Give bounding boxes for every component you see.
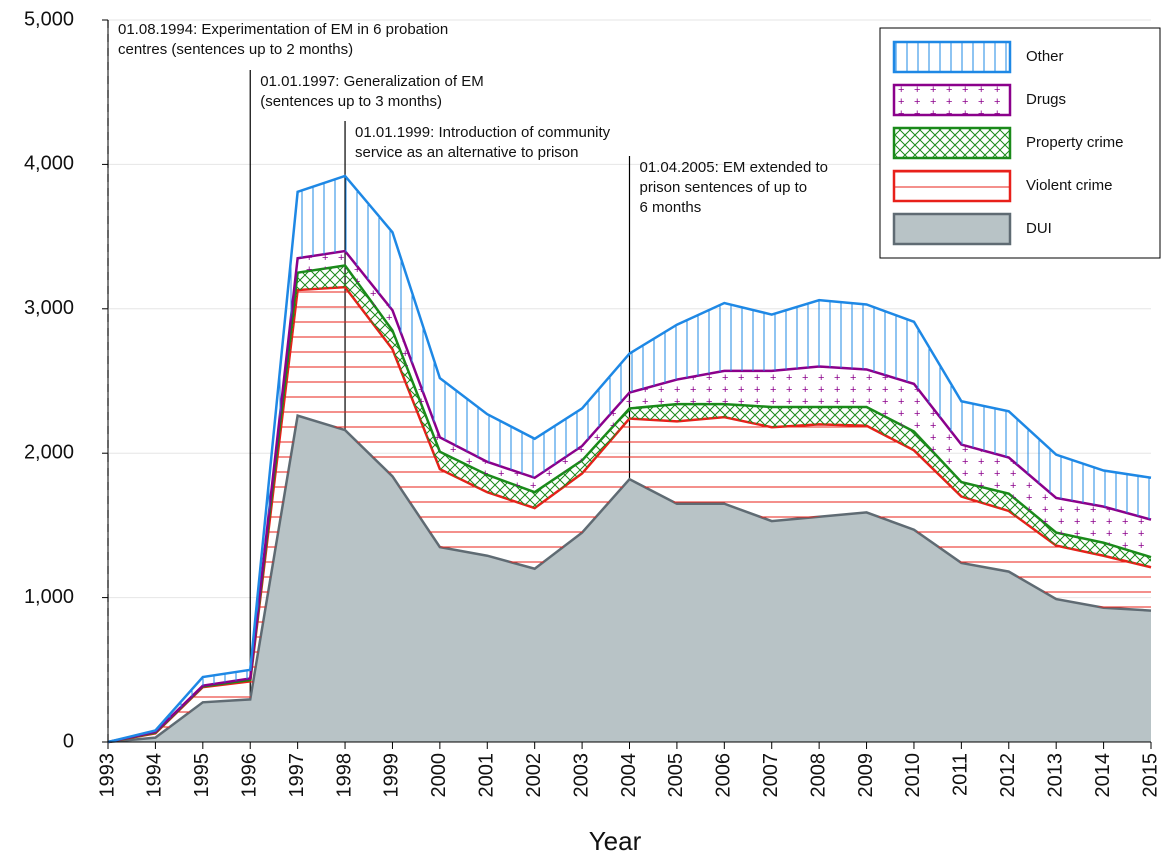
- legend-label: Drugs: [1026, 91, 1066, 108]
- x-tick-label: 2014: [1092, 753, 1114, 798]
- x-tick-label: 2012: [997, 753, 1019, 798]
- annotation-text: 6 months: [640, 199, 702, 216]
- x-tick-label: 2005: [665, 753, 687, 798]
- x-tick-label: 2002: [523, 753, 545, 798]
- x-tick-label: 2006: [713, 753, 735, 798]
- annotation-text: (sentences up to 3 months): [260, 93, 442, 110]
- legend-swatch: [892, 126, 1012, 160]
- y-tick-label: 5,000: [24, 8, 74, 30]
- x-tick-label: 2003: [570, 753, 592, 798]
- legend-label: Property crime: [1026, 134, 1124, 151]
- y-tick-label: 2,000: [24, 441, 74, 463]
- annotation-text: 01.01.1997: Generalization of EM: [260, 73, 483, 90]
- x-tick-label: 2001: [476, 753, 498, 798]
- annotation-text: prison sentences of up to: [640, 179, 808, 196]
- y-tick-label: 3,000: [24, 297, 74, 319]
- x-tick-label: 2008: [807, 753, 829, 798]
- y-tick-label: 1,000: [24, 586, 74, 608]
- x-tick-label: 2013: [1044, 753, 1066, 798]
- area: [108, 415, 1151, 742]
- y-tick-label: 4,000: [24, 153, 74, 175]
- annotation-text: 01.04.2005: EM extended to: [640, 159, 828, 176]
- area: [108, 175, 1151, 742]
- x-tick-label: 2010: [902, 753, 924, 798]
- x-tick-label: 1998: [333, 753, 355, 798]
- legend-swatch: [892, 83, 1012, 117]
- y-tick-label: 0: [63, 730, 74, 752]
- annotation-text: centres (sentences up to 2 months): [118, 41, 353, 58]
- x-tick-label: 2015: [1139, 753, 1161, 798]
- area-edge: [107, 174, 1152, 744]
- x-tick-label: 1996: [239, 753, 261, 798]
- x-tick-label: 1993: [96, 753, 118, 798]
- legend-swatch: [892, 212, 1012, 246]
- x-tick-label: 1999: [381, 753, 403, 798]
- annotation-text: service as an alternative to prison: [355, 144, 578, 161]
- x-tick-label: 1994: [144, 753, 166, 798]
- legend-label: DUI: [1026, 220, 1052, 237]
- x-tick-label: 2007: [760, 753, 782, 798]
- x-tick-label: 2000: [428, 753, 450, 798]
- legend-label: Violent crime: [1026, 177, 1112, 194]
- area: [108, 287, 1151, 742]
- legend-swatch: [892, 169, 1012, 203]
- legend-label: Other: [1026, 48, 1064, 65]
- x-axis-label: Year: [589, 826, 642, 856]
- x-tick-label: 2011: [950, 753, 972, 796]
- annotation-text: 01.08.1994: Experimentation of EM in 6 p…: [118, 21, 448, 38]
- x-tick-label: 1995: [191, 753, 213, 798]
- legend-swatch: [892, 40, 1012, 74]
- annotation-text: 01.01.1999: Introduction of community: [355, 124, 611, 141]
- x-tick-label: 1997: [286, 753, 308, 798]
- x-tick-label: 2009: [855, 753, 877, 798]
- x-tick-label: 2004: [618, 753, 640, 798]
